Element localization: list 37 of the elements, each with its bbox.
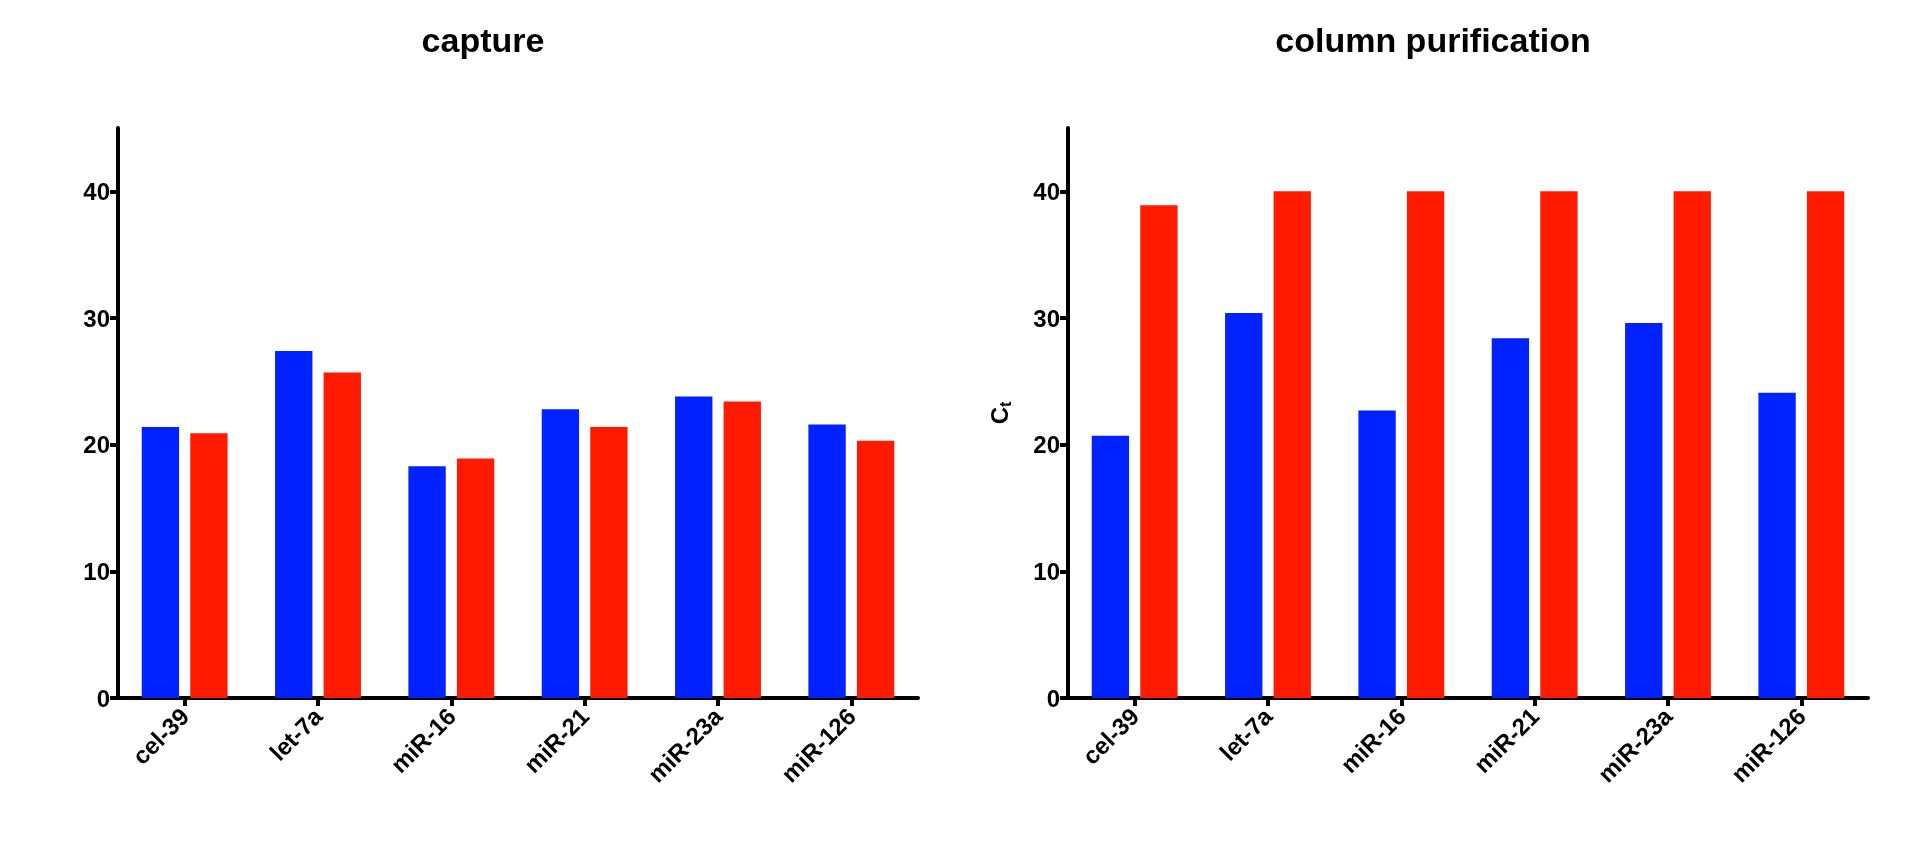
bar: [141, 426, 180, 698]
bar: [1540, 191, 1578, 698]
y-tick-label: 20: [83, 431, 110, 459]
bar: [808, 424, 846, 698]
y-tick-label: 30: [83, 304, 110, 332]
bar: [1406, 191, 1445, 698]
chart-title: capture: [421, 21, 545, 59]
chart-title: column purification: [1275, 21, 1591, 59]
y-tick-label: 10: [1033, 557, 1060, 585]
y-tick-label: 40: [1033, 177, 1060, 205]
bar: [1758, 392, 1796, 698]
bar: [1673, 191, 1711, 698]
y-tick-label: 0: [1046, 684, 1060, 712]
bar: [1091, 435, 1130, 698]
bar: [541, 409, 580, 698]
bar: [1225, 312, 1263, 698]
y-tick-label: 0: [96, 684, 110, 712]
bar: [856, 440, 895, 698]
bar: [1140, 205, 1178, 698]
y-tick-label: 20: [1033, 431, 1060, 459]
bar: [323, 372, 361, 698]
y-tick-label: 30: [1033, 304, 1060, 332]
bar: [1625, 323, 1663, 698]
y-axis-title: Ct: [985, 401, 1014, 425]
bar: [1491, 338, 1530, 698]
bar: [723, 401, 761, 698]
y-tick-label: 40: [83, 177, 110, 205]
bar: [190, 433, 228, 698]
bar: [1273, 191, 1311, 698]
bar: [1358, 410, 1396, 698]
bar: [590, 426, 628, 698]
bar: [675, 396, 713, 698]
y-tick-label: 10: [83, 557, 110, 585]
bar: [408, 466, 446, 698]
bar: [456, 458, 495, 698]
bar: [1806, 191, 1845, 698]
bar: [275, 350, 313, 698]
